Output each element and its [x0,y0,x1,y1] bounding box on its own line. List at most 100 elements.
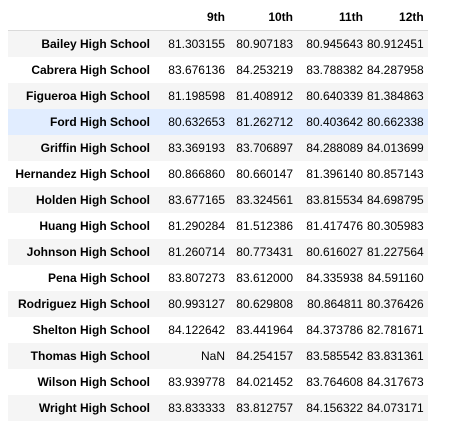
column-header: 10th [229,5,297,31]
table-row: Figueroa High School 81.198598 81.408912 80… [8,83,428,109]
cell-value: 83.831361 [367,349,424,363]
cell-value: 83.369193 [168,141,225,155]
row-index-school: Pena High School [47,271,150,285]
header-row: 9th 10th 11th 12th [8,5,428,31]
cell-value: 81.260714 [168,245,225,259]
index-header [8,5,154,31]
cell-value: 80.864811 [307,297,363,311]
cell-value: 83.585542 [306,349,363,363]
row-index-school: Thomas High School [30,349,150,363]
column-header: 9th [154,5,229,31]
table-header: 9th 10th 11th 12th [8,5,428,31]
cell-value: 83.807273 [168,271,225,285]
row-index-school: Wilson High School [37,375,150,389]
cell-value: 80.912451 [367,37,424,51]
cell-value: 84.122642 [168,323,225,337]
cell-value: 80.616027 [306,245,363,259]
row-index-school: Figueroa High School [25,89,150,103]
table-row: Wilson High School 83.939778 84.021452 83.7… [8,369,428,395]
table-row: Holden High School 83.677165 83.324561 83.8… [8,187,428,213]
table-row: Ford High School 80.632653 81.262712 80.403… [8,109,428,135]
cell-value: 80.640339 [306,89,363,103]
cell-value: 84.698795 [367,193,424,207]
table-row: Huang High School 81.290284 81.512386 81.41… [8,213,428,239]
row-index-school: Griffin High School [40,141,150,155]
cell-value: 80.305983 [367,219,424,233]
cell-value: 83.764608 [306,375,363,389]
cell-value: 83.676136 [168,63,225,77]
cell-value: 83.788382 [306,63,363,77]
row-index-school: Bailey High School [41,37,150,51]
cell-value: 84.591160 [367,271,424,285]
table-row: Hernandez High School 80.866860 80.660147 8… [8,161,428,187]
column-header: 11th [297,5,367,31]
row-index-school: Huang High School [39,219,150,233]
cell-value: 80.403642 [306,115,363,129]
cell-value: 80.857143 [367,167,424,181]
cell-value: 80.629808 [236,297,293,311]
row-index-school: Ford High School [50,115,150,129]
cell-value: 81.290284 [168,219,225,233]
dataframe-table: 9th 10th 11th 12th Bailey High School 81.… [8,5,428,421]
cell-value: 80.660147 [236,167,293,181]
cell-value: 83.812757 [236,401,293,415]
cell-value: 81.303155 [168,37,225,51]
cell-value: 83.324561 [236,193,293,207]
dataframe-output: 9th 10th 11th 12th Bailey High School 81.… [8,5,428,421]
cell-value: 83.706897 [236,141,293,155]
cell-value: NaN [200,349,225,363]
cell-value: 81.408912 [236,89,293,103]
table-row: Rodriguez High School 80.993127 80.629808 8… [8,291,428,317]
table-row: Wright High School 83.833333 83.812757 84.1… [8,395,428,421]
cell-value: 83.833333 [168,401,225,415]
cell-value: 84.021452 [236,375,293,389]
table-row: Griffin High School 83.369193 83.706897 84.… [8,135,428,161]
cell-value: 84.254157 [236,349,293,363]
cell-value: 84.073171 [367,401,424,415]
cell-value: 84.156322 [306,401,363,415]
cell-value: 80.632653 [168,115,225,129]
cell-value: 80.662338 [367,115,424,129]
cell-value: 81.262712 [236,115,293,129]
cell-value: 83.441964 [236,323,293,337]
cell-value: 81.396140 [306,167,363,181]
table-row: Johnson High School 81.260714 80.773431 80.… [8,239,428,265]
row-index-school: Cabrera High School [31,63,150,77]
table-row: Pena High School 83.807273 83.612000 84.335… [8,265,428,291]
cell-value: 84.373786 [306,323,363,337]
cell-value: 81.198598 [168,89,225,103]
cell-value: 83.939778 [168,375,225,389]
cell-value: 81.417476 [306,219,363,233]
cell-value: 84.335938 [306,271,363,285]
row-index-school: Johnson High School [26,245,150,259]
table-row: Bailey High School 81.303155 80.907183 80.9… [8,30,428,57]
cell-value: 83.815534 [306,193,363,207]
cell-value: 81.227564 [367,245,424,259]
cell-value: 83.612000 [236,271,293,285]
row-index-school: Shelton High School [32,323,150,337]
table-body: Bailey High School 81.303155 80.907183 80.9… [8,30,428,421]
cell-value: 80.907183 [236,37,293,51]
cell-value: 84.288089 [306,141,363,155]
cell-value: 84.287958 [367,63,424,77]
column-header: 12th [367,5,428,31]
cell-value: 80.945643 [306,37,363,51]
cell-value: 81.512386 [236,219,293,233]
cell-value: 83.677165 [168,193,225,207]
cell-value: 80.866860 [168,167,225,181]
cell-value: 80.993127 [168,297,225,311]
cell-value: 80.773431 [236,245,293,259]
row-index-school: Holden High School [36,193,150,207]
table-row: Thomas High School NaN 84.254157 83.585542 8… [8,343,428,369]
row-index-school: Hernandez High School [15,167,150,181]
table-row: Shelton High School 84.122642 83.441964 84.… [8,317,428,343]
row-index-school: Wright High School [38,401,150,415]
cell-value: 80.376426 [367,297,424,311]
cell-value: 84.317673 [367,375,424,389]
cell-value: 82.781671 [367,323,424,337]
cell-value: 81.384863 [367,89,424,103]
cell-value: 84.013699 [367,141,424,155]
row-index-school: Rodriguez High School [18,297,150,311]
table-row: Cabrera High School 83.676136 84.253219 83.… [8,57,428,83]
cell-value: 84.253219 [236,63,293,77]
